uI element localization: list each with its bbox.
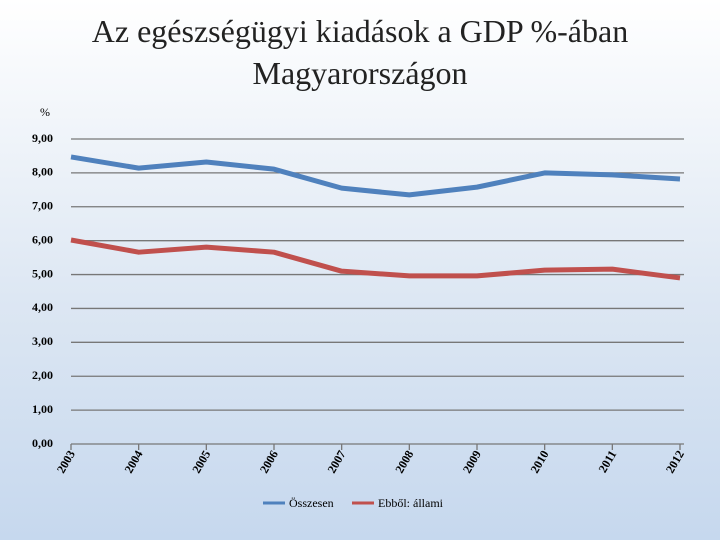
x-tick-label: 2012	[663, 448, 687, 476]
chart-title: Az egészségügyi kiadások a GDP %-ában Ma…	[91, 13, 629, 91]
legend-label: Ebből: állami	[378, 496, 444, 510]
series-line	[70, 154, 681, 198]
x-tick-label: 2009	[460, 448, 484, 476]
y-tick-label: 7,00	[32, 199, 53, 213]
series-line	[70, 237, 681, 281]
y-tick-label: 8,00	[32, 165, 53, 179]
x-tick-label: 2010	[528, 448, 552, 476]
y-tick-label: 9,00	[32, 131, 53, 145]
x-tick-label: 2004	[122, 448, 146, 476]
y-tick-label: 2,00	[32, 368, 53, 382]
x-tick-label: 2007	[325, 448, 349, 476]
y-tick-label: 6,00	[32, 232, 53, 246]
y-tick-label: 3,00	[32, 334, 53, 348]
x-tick-label: 2003	[54, 448, 78, 476]
y-tick-label: 4,00	[32, 300, 53, 314]
x-tick-label: 2011	[596, 448, 620, 475]
x-tick-label: 2006	[257, 448, 281, 476]
y-tick-label: 1,00	[32, 402, 53, 416]
legend-label: Összesen	[289, 496, 334, 510]
x-tick-label: 2005	[189, 448, 213, 476]
x-tick-label: 2008	[392, 448, 416, 476]
y-tick-label: 0,00	[32, 436, 53, 450]
y-axis-label: %	[40, 105, 50, 119]
y-tick-label: 5,00	[32, 266, 53, 280]
